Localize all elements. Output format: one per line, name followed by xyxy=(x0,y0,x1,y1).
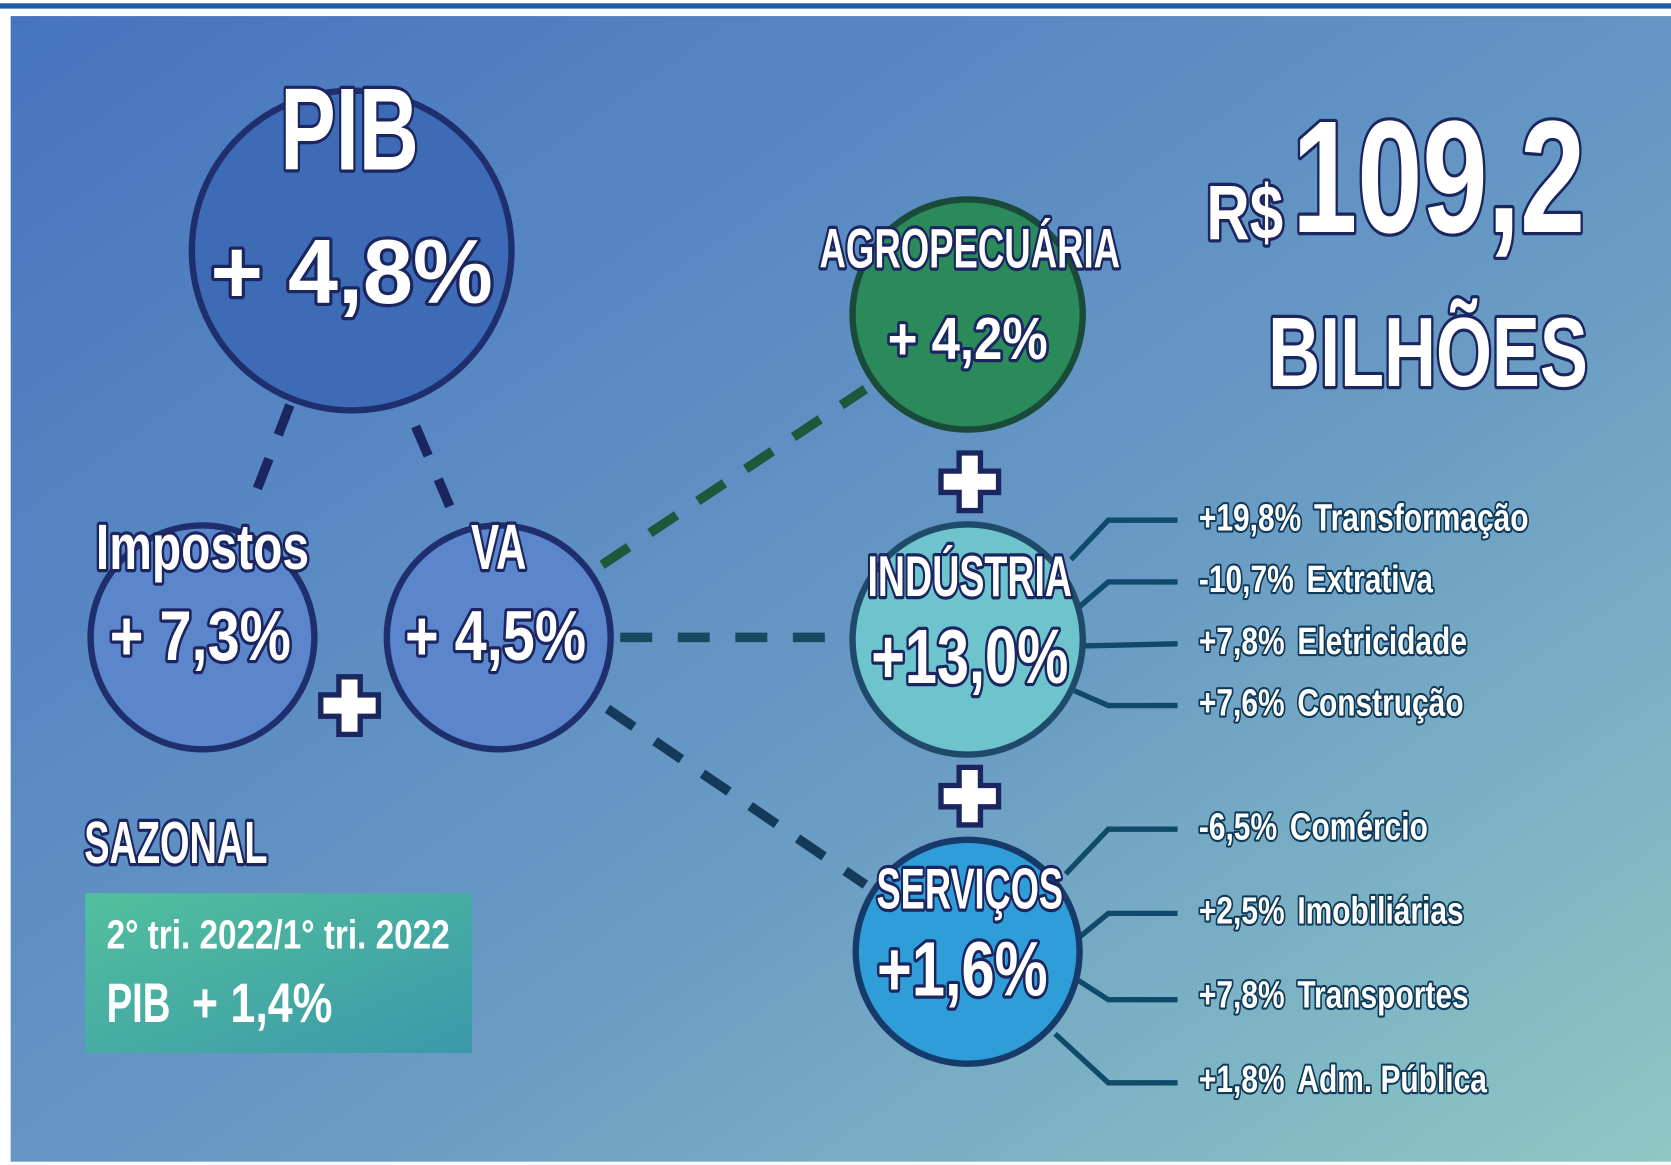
item-label: Adm. Pública xyxy=(1297,1058,1487,1101)
item-label: Transformação xyxy=(1314,496,1529,539)
item-label: Construção xyxy=(1297,682,1463,725)
item-value: -6,5% xyxy=(1199,805,1277,848)
sazonal-period: 2° tri. 2022/1° tri. 2022 xyxy=(107,912,450,958)
servicos-circle xyxy=(852,836,1083,1067)
servicos-label: SERVIÇOS xyxy=(877,857,1063,921)
pib-value: + 4,8% xyxy=(210,222,492,323)
impostos-circle xyxy=(87,522,318,753)
industria-circle xyxy=(849,521,1086,758)
item-label: Imobiliárias xyxy=(1297,890,1463,933)
item-value: +1,8% xyxy=(1199,1058,1285,1101)
amount: 109,2 xyxy=(1292,87,1585,266)
va-label: VA xyxy=(471,511,526,583)
servicos-value: +1,6% xyxy=(877,927,1048,1012)
item-value: +2,5% xyxy=(1199,890,1285,933)
sazonal-title: SAZONAL xyxy=(84,809,267,876)
industria-label: INDÚSTRIA xyxy=(867,545,1072,609)
sector-items: +19,8% Transformação -10,7% Extrativa +7,8% E… xyxy=(1197,494,1531,1103)
va-circle xyxy=(383,522,614,753)
va-value: + 4,5% xyxy=(405,596,586,675)
agro-value: + 4,2% xyxy=(888,305,1048,372)
impostos-label: Impostos xyxy=(96,511,309,583)
item-label: Extrativa xyxy=(1306,558,1433,601)
item-label: Eletricidade xyxy=(1297,620,1467,663)
item-value: +19,8% xyxy=(1199,496,1301,539)
agro-label: AGROPECUÁRIA xyxy=(820,217,1121,279)
plus-icons xyxy=(318,450,1002,828)
item-value: -10,7% xyxy=(1199,558,1294,601)
industria-value: +13,0% xyxy=(871,615,1068,700)
item-label: Transportes xyxy=(1297,974,1468,1017)
sazonal-box xyxy=(85,893,473,1054)
item-value: +7,8% xyxy=(1199,974,1285,1017)
agro-circle xyxy=(849,196,1086,433)
top-bar xyxy=(0,3,1671,9)
currency: R$ xyxy=(1206,171,1283,256)
connectors xyxy=(245,385,1178,1086)
pib-label: PIB xyxy=(280,64,419,195)
unit: BILHÕES xyxy=(1268,297,1588,407)
item-value: +7,6% xyxy=(1199,682,1285,725)
impostos-value: + 7,3% xyxy=(110,596,291,675)
item-value: +7,8% xyxy=(1199,620,1285,663)
sazonal-value: + 1,4% xyxy=(192,972,333,1034)
sazonal-label: PIB xyxy=(107,972,171,1034)
pib-circle xyxy=(188,87,515,414)
item-label: Comércio xyxy=(1290,805,1428,848)
